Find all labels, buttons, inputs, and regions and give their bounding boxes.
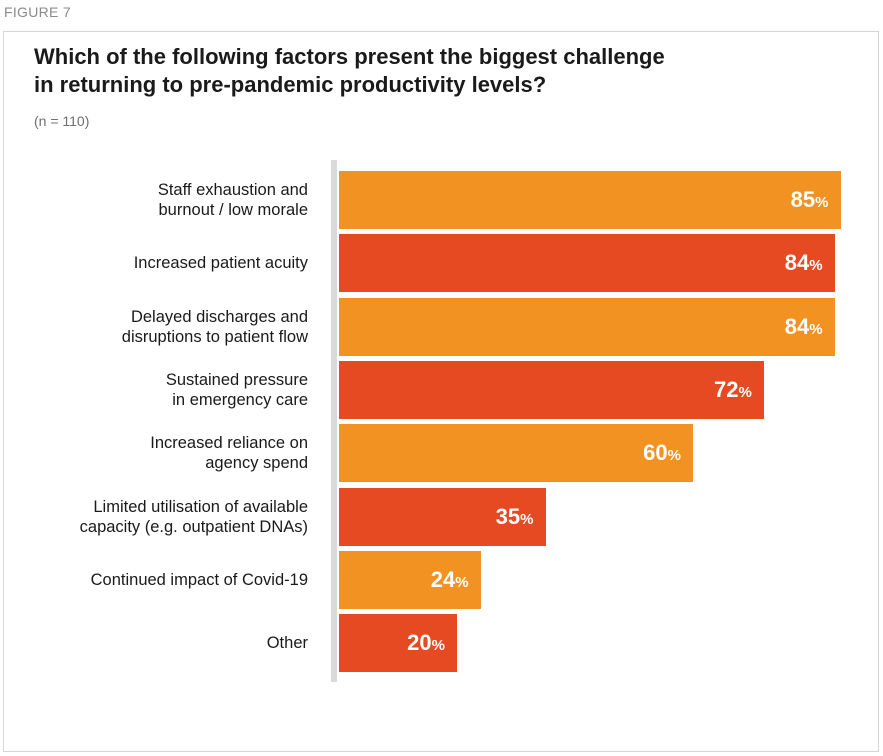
category-label: Increased patient acuity <box>8 253 308 273</box>
category-axis-line <box>331 160 337 682</box>
bar: 84% <box>339 234 835 293</box>
bar: 35% <box>339 487 546 546</box>
bar-value-label: 72% <box>713 376 752 402</box>
bar: 24% <box>339 550 481 609</box>
category-label-line: agency spend <box>205 454 308 473</box>
bar-value-label: 60% <box>643 440 681 466</box>
category-label: Delayed discharges and disruptions to pat… <box>8 307 308 347</box>
bar-value-label: 84% <box>784 250 823 276</box>
bar-value-label: 20% <box>407 630 445 656</box>
bar: 20% <box>339 614 457 673</box>
category-label-line: Delayed discharges and <box>130 307 308 326</box>
bar-value-label: 85% <box>790 187 829 212</box>
chart-title: Which of the following factors present t… <box>34 43 754 99</box>
category-label-line: Increased patient acuity <box>133 254 308 273</box>
category-label-line: in emergency care <box>172 390 308 409</box>
category-label: Other <box>8 633 308 653</box>
category-label-line: disruptions to patient flow <box>121 327 308 346</box>
category-label-line: Increased reliance on <box>150 434 308 453</box>
category-label-line: burnout / low morale <box>158 201 309 219</box>
category-label-line: Other <box>266 634 308 653</box>
category-label: Increased reliance on agency spend <box>8 433 308 473</box>
bar: 72% <box>339 360 764 419</box>
bar-value-label: 24% <box>430 566 469 592</box>
category-label-line: Staff exhaustion and <box>157 181 308 199</box>
category-label: Limited utilisation of available capacity… <box>8 497 308 537</box>
category-label: Sustained pressure in emergency care <box>8 370 308 410</box>
bar: 60% <box>339 424 693 483</box>
figure-label: FIGURE 7 <box>4 4 71 20</box>
bar: 84% <box>339 297 835 356</box>
category-label-line: Limited utilisation of available <box>93 497 308 516</box>
category-label-line: Sustained pressure <box>165 370 308 389</box>
category-label: Continued impact of Covid-19 <box>8 570 308 590</box>
category-label-line: Continued impact of Covid-19 <box>90 570 308 589</box>
chart-subtitle: (n = 110) <box>34 113 90 129</box>
category-label: Staff exhaustion and burnout / low morale <box>8 180 308 220</box>
category-label-line: capacity (e.g. outpatient DNAs) <box>79 517 308 536</box>
chart-title-line: Which of the following factors present t… <box>34 44 665 69</box>
bar: 85% <box>339 171 841 229</box>
bar-value-label: 35% <box>495 503 534 529</box>
chart-title-line: in returning to pre-pandemic productivit… <box>34 72 547 97</box>
bar-value-label: 84% <box>784 313 823 339</box>
